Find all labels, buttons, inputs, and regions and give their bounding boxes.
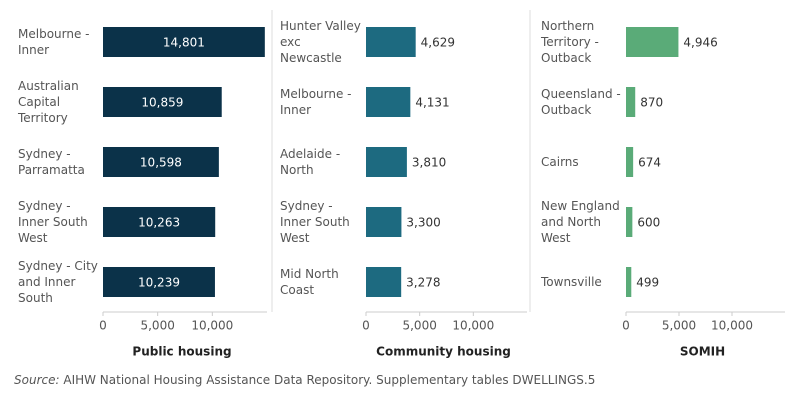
bar (366, 87, 411, 117)
category-label: Hunter Valley exc Newcastle (280, 19, 361, 65)
category-label: Australian Capital Territory (18, 79, 79, 125)
source-text: AIHW National Housing Assistance Data Re… (63, 373, 596, 387)
category-label: Melbourne - Inner (18, 27, 90, 57)
value-label: 499 (636, 276, 659, 290)
value-label: 4,131 (415, 96, 449, 110)
category-label: Melbourne - Inner (280, 87, 352, 117)
value-label: 10,239 (138, 276, 180, 290)
category-label: Queensland - Outback (541, 87, 621, 117)
value-label: 10,263 (138, 216, 180, 230)
x-tick-label: 0 (362, 319, 370, 333)
bar (103, 87, 222, 117)
bar (103, 147, 219, 177)
x-tick-label: 5,000 (402, 319, 436, 333)
x-tick-label: 0 (99, 319, 107, 333)
category-label: Sydney - Inner South West (18, 199, 88, 245)
value-label: 4,629 (421, 36, 455, 50)
bar (626, 267, 632, 297)
x-tick-label: 10,000 (452, 319, 494, 333)
category-label: New England and North West (541, 199, 620, 245)
category-label: Sydney - Parramatta (18, 147, 85, 177)
value-label: 4,946 (683, 36, 717, 50)
x-tick-label: 0 (622, 319, 630, 333)
category-label: Cairns (541, 155, 579, 169)
value-label: 14,801 (163, 36, 205, 50)
source-note: Source: AIHW National Housing Assistance… (14, 373, 595, 387)
bar (626, 147, 634, 177)
x-tick-label: 10,000 (191, 319, 233, 333)
x-tick-label: 5,000 (662, 319, 696, 333)
source-label: Source: (14, 373, 60, 387)
category-label: Sydney - City and Inner South (18, 259, 98, 305)
value-label: 10,598 (140, 156, 182, 170)
category-label: Sydney - Inner South West (280, 199, 350, 245)
category-label: Mid North Coast (280, 267, 339, 297)
value-label: 600 (637, 216, 660, 230)
category-label: Townsville (541, 275, 602, 289)
x-tick-label: 5,000 (140, 319, 174, 333)
bar (103, 207, 216, 237)
bar (366, 147, 407, 177)
value-label: 674 (638, 156, 661, 170)
value-label: 3,278 (406, 276, 440, 290)
x-tick-label: 10,000 (711, 319, 753, 333)
category-label: Adelaide - North (280, 147, 341, 177)
bar (366, 207, 402, 237)
bar (103, 27, 265, 57)
x-axis-title: Public housing (132, 345, 231, 359)
bar (626, 207, 633, 237)
value-label: 10,859 (141, 96, 183, 110)
x-axis-title: Community housing (376, 345, 511, 359)
bar (626, 87, 636, 117)
value-label: 3,300 (406, 216, 440, 230)
bar (626, 27, 679, 57)
category-label: Northern Territory - Outback (541, 19, 599, 65)
value-label: 3,810 (412, 156, 446, 170)
bar (366, 27, 416, 57)
value-label: 870 (640, 96, 663, 110)
bar (103, 267, 215, 297)
bar (366, 267, 402, 297)
x-axis-title: SOMIH (680, 345, 725, 359)
